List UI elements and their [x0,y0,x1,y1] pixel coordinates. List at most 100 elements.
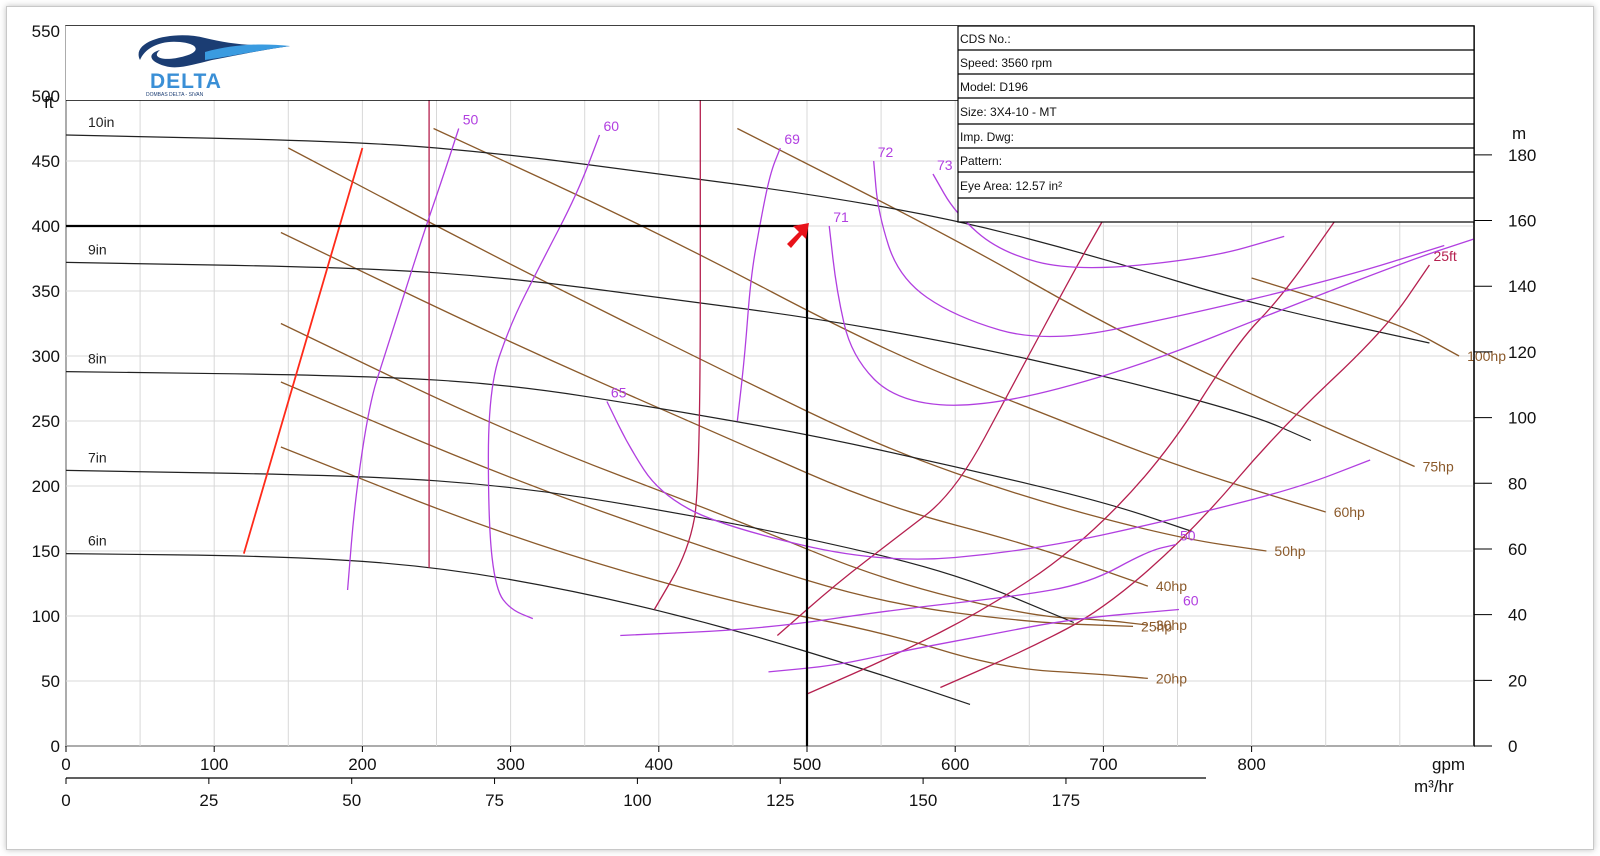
power-label: 100hp [1467,348,1506,364]
efficiency-label: 72 [878,144,894,160]
delta-logo: DELTA DOMBAS DELTA - SIVAN [138,35,290,98]
x-tick-label: 800 [1237,755,1265,774]
x-tick-label: 200 [348,755,376,774]
impeller-label: 10in [88,114,114,130]
info-pattern: Pattern: [960,154,1002,168]
impeller-curve [65,371,1193,533]
y2-tick-label: 0 [1508,737,1517,756]
efficiency-curve [487,134,601,620]
efficiency-label: 60 [604,118,620,134]
efficiency-label: 73 [937,157,953,173]
info-box: CDS No.: Speed: 3560 rpm Model: D196 Siz… [957,25,1475,223]
impeller-curve [65,469,1074,624]
npsh-curve [940,264,1430,689]
x2-tick-label: 75 [485,791,504,810]
x2-tick-label: 0 [61,791,70,810]
info-eye-area: Eye Area: 12.57 in² [960,179,1062,193]
x2-tick-label: 50 [342,791,361,810]
efficiency-label: 60 [1183,593,1199,609]
y2-tick-label: 140 [1508,277,1536,296]
impeller-curve [65,134,1430,344]
power-curve [737,127,1415,468]
npsh-curve [776,219,1104,636]
y-tick-label: 450 [32,152,60,171]
logo-box [66,26,362,100]
y2-tick-label: 180 [1508,146,1536,165]
y-tick-label: 100 [32,607,60,626]
power-label: 60hp [1334,504,1365,520]
power-curve [280,322,1148,626]
delta-logo-wing [205,44,290,60]
power-label: 20hp [1156,670,1187,686]
duty-overlay [66,223,809,746]
y2-tick-label: 100 [1508,409,1536,428]
power-curve [1251,277,1460,357]
header-blank-box [362,26,958,100]
impeller-label: 9in [88,241,107,257]
y-tick-label: 300 [32,347,60,366]
efficiency-curve [828,225,1475,406]
y-right-unit: m [1512,124,1526,143]
y-left-unit: ft [44,93,54,112]
impeller-label: 6in [88,533,107,549]
power-curve [280,446,1148,680]
npsh-label: 25ft [1433,248,1456,264]
x-primary-unit: gpm [1432,755,1465,774]
delta-logo-text: DELTA [150,70,222,93]
impeller-curve [65,261,1312,442]
power-label: 25hp [1141,618,1172,634]
impeller-label: 7in [88,449,107,465]
npsh-curve [806,212,1342,695]
efficiency-label: 50 [1180,528,1196,544]
y-tick-label: 250 [32,412,60,431]
y2-tick-label: 80 [1508,474,1527,493]
y2-tick-label: 60 [1508,540,1527,559]
efficiency-curve [606,401,1371,560]
info-imp-dwg: Imp. Dwg: [960,130,1014,144]
power-curve [433,127,1326,513]
efficiency-curve [736,147,781,422]
x-tick-label: 100 [200,755,228,774]
impeller-label: 8in [88,351,107,367]
info-size: Size: 3X4-10 - MT [960,105,1057,119]
power-curve [280,381,1134,628]
x-tick-label: 700 [1089,755,1117,774]
efficiency-curve [873,160,1445,338]
y-tick-label: 500 [32,87,60,106]
y-tick-label: 400 [32,217,60,236]
x-tick-label: 600 [941,755,969,774]
y-tick-label: 550 [32,22,60,41]
x2-tick-label: 125 [766,791,794,810]
x-tick-label: 0 [61,755,70,774]
min-flow-line [242,147,364,554]
npsh-curve [653,89,701,610]
power-curve [280,231,1149,587]
duty-point-arrow-icon [787,223,809,248]
y2-tick-label: 40 [1508,606,1527,625]
y-tick-label: 0 [51,737,60,756]
x2-tick-label: 25 [199,791,218,810]
efficiency-label: 65 [611,385,627,401]
y-tick-label: 350 [32,282,60,301]
y2-tick-label: 120 [1508,343,1536,362]
delta-logo-tagline: DOMBAS DELTA - SIVAN [146,92,204,98]
x2-tick-label: 175 [1052,791,1080,810]
x2-tick-label: 100 [623,791,651,810]
efficiency-label: 69 [784,131,800,147]
x-tick-label: 500 [793,755,821,774]
power-label: 50hp [1274,543,1305,559]
x2-tick-label: 150 [909,791,937,810]
x-secondary-unit: m³/hr [1414,777,1454,796]
efficiency-curve [346,128,460,591]
power-curve [287,147,1267,552]
efficiency-curve [768,608,1180,673]
x-tick-label: 400 [645,755,673,774]
efficiency-label: 50 [463,112,479,128]
info-cds-no: CDS No.: [960,32,1011,46]
efficiency-curve [620,543,1177,637]
y-tick-label: 200 [32,477,60,496]
y-tick-label: 50 [41,672,60,691]
